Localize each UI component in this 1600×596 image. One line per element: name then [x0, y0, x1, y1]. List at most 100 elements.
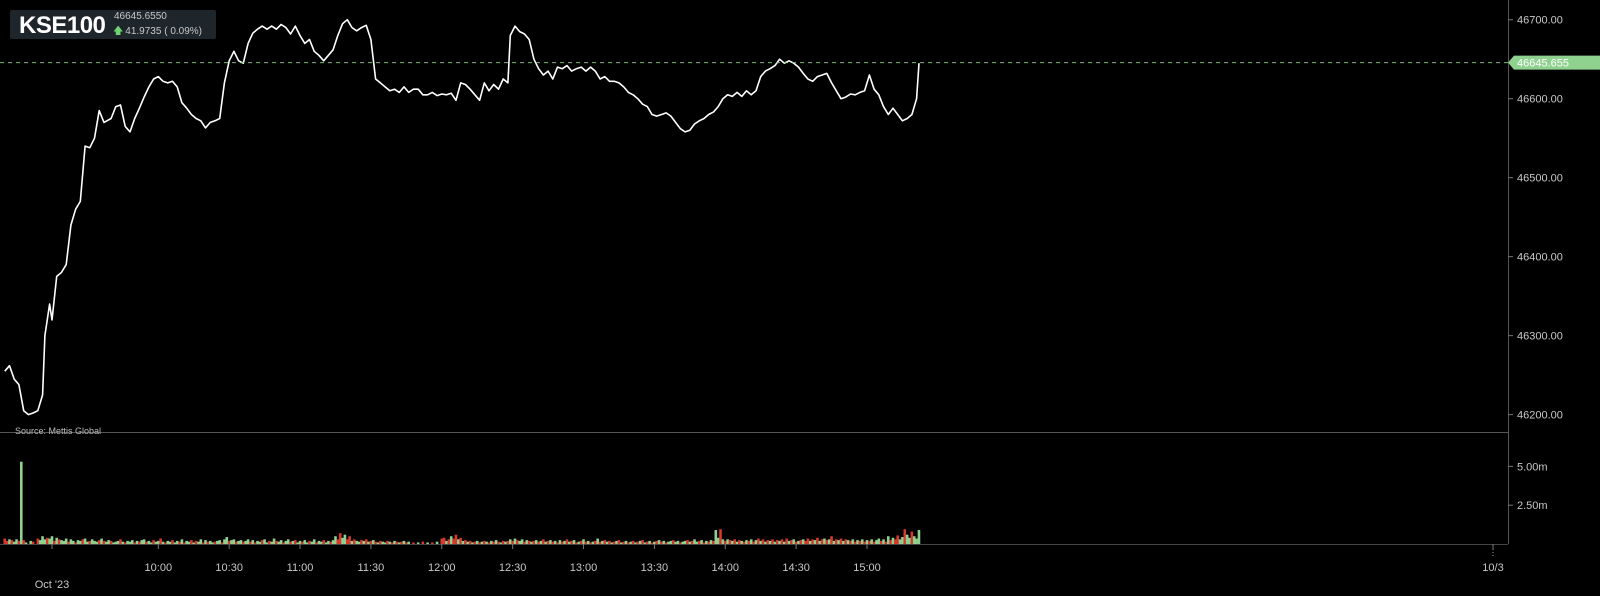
volume-bar: [298, 540, 302, 544]
volume-bar: [64, 538, 68, 544]
volume-bar: [369, 540, 373, 544]
volume-bar: [553, 540, 557, 544]
volume-bar: [749, 539, 753, 544]
volume-bar: [109, 540, 113, 544]
volume-bar: [88, 540, 92, 544]
volume-bar: [856, 540, 859, 544]
volume-bar: [412, 542, 415, 544]
volume-bar: [260, 540, 264, 544]
time-tick-label: 10:00: [145, 562, 173, 574]
volume-bar: [379, 540, 382, 544]
volume-bar: [265, 542, 269, 544]
volume-bar: [452, 538, 455, 544]
volume-bar: [334, 536, 337, 544]
volume-bar: [213, 541, 217, 544]
volume-bar: [783, 541, 786, 544]
price-tick-label: 46600.00: [1517, 94, 1563, 106]
volume-bar: [388, 541, 392, 544]
volume-bar: [449, 536, 453, 544]
volume-bar: [5, 540, 9, 544]
volume-bar: [138, 541, 141, 544]
volume-bar: [3, 538, 7, 544]
volume-bar: [603, 540, 607, 544]
volume-bar: [374, 541, 377, 544]
volume-bar: [383, 542, 387, 544]
volume-bar: [12, 541, 16, 544]
volume-bar: [778, 540, 781, 544]
volume-bar: [579, 540, 583, 544]
volume-bar: [147, 540, 151, 544]
volume-bar: [492, 541, 496, 544]
volume-bar: [461, 540, 465, 544]
volume-bar: [234, 541, 238, 544]
volume-bar: [868, 540, 871, 544]
volume-bar: [164, 542, 167, 544]
volume-bar: [499, 542, 503, 544]
volume-bar: [190, 540, 193, 544]
volume-bar: [487, 542, 491, 544]
volume-bar: [792, 539, 796, 544]
up-arrow-icon: 🡅: [113, 26, 124, 37]
volume-bar: [733, 539, 737, 544]
volume-bar: [490, 540, 493, 544]
volume-bar: [610, 542, 614, 544]
volume-bar: [683, 540, 687, 544]
volume-bar: [256, 540, 259, 544]
volume-bar: [662, 540, 666, 544]
volume-bar: [17, 540, 21, 544]
volume-bar: [518, 540, 522, 544]
volume-bar: [586, 540, 590, 544]
volume-bar: [532, 540, 536, 544]
price-tick-label: 46500.00: [1517, 173, 1563, 185]
volume-bar: [140, 540, 144, 544]
volume-bar: [367, 541, 370, 544]
volume-bar: [126, 540, 129, 544]
volume-bar: [464, 540, 467, 544]
volume-bar: [669, 540, 673, 544]
volume-bar: [629, 541, 633, 544]
volume-bar: [731, 540, 734, 544]
volume-bar: [761, 539, 765, 544]
change-text: 41.9735 ( 0.09%): [125, 26, 202, 37]
volume-bar: [246, 539, 250, 544]
volume-bar: [253, 542, 257, 544]
volume-bar: [801, 539, 805, 544]
volume-bar: [204, 540, 207, 544]
volume-bar: [686, 540, 689, 544]
time-tick-label: 12:00: [428, 562, 456, 574]
volume-bar: [197, 541, 200, 544]
volume-bar: [142, 539, 146, 544]
volume-bar: [804, 540, 807, 544]
volume-bar: [466, 541, 470, 544]
volume-bar: [766, 540, 770, 544]
volume-bar: [695, 541, 699, 544]
volume-bar: [657, 540, 661, 544]
volume-bar: [738, 540, 741, 544]
volume-bar: [201, 542, 205, 544]
volume-bar: [116, 540, 120, 544]
volume-bar: [218, 540, 222, 544]
current-price-tag: [1508, 55, 1600, 70]
price-tick-label: 46400.00: [1517, 252, 1563, 264]
volume-bar: [282, 542, 285, 544]
volume-bar: [511, 540, 514, 544]
volume-bar: [681, 541, 685, 544]
volume-bar: [426, 542, 429, 544]
price-tick-label: 46200.00: [1517, 410, 1563, 422]
volume-bar: [735, 541, 739, 544]
volume-bar: [296, 542, 299, 544]
volume-bar: [362, 540, 366, 544]
time-tick-label: 12:30: [499, 562, 527, 574]
volume-bar: [648, 540, 651, 544]
volume-bar: [320, 541, 323, 544]
volume-bar: [667, 541, 670, 544]
volume-bar: [175, 540, 179, 544]
volume-bar: [601, 540, 604, 544]
volume-bar: [119, 539, 122, 544]
volume-bar: [820, 539, 824, 544]
volume-bar: [846, 540, 850, 544]
volume-bar: [494, 540, 498, 544]
volume-bar: [636, 541, 640, 544]
volume-bar: [478, 542, 481, 544]
volume-bar: [244, 540, 248, 544]
